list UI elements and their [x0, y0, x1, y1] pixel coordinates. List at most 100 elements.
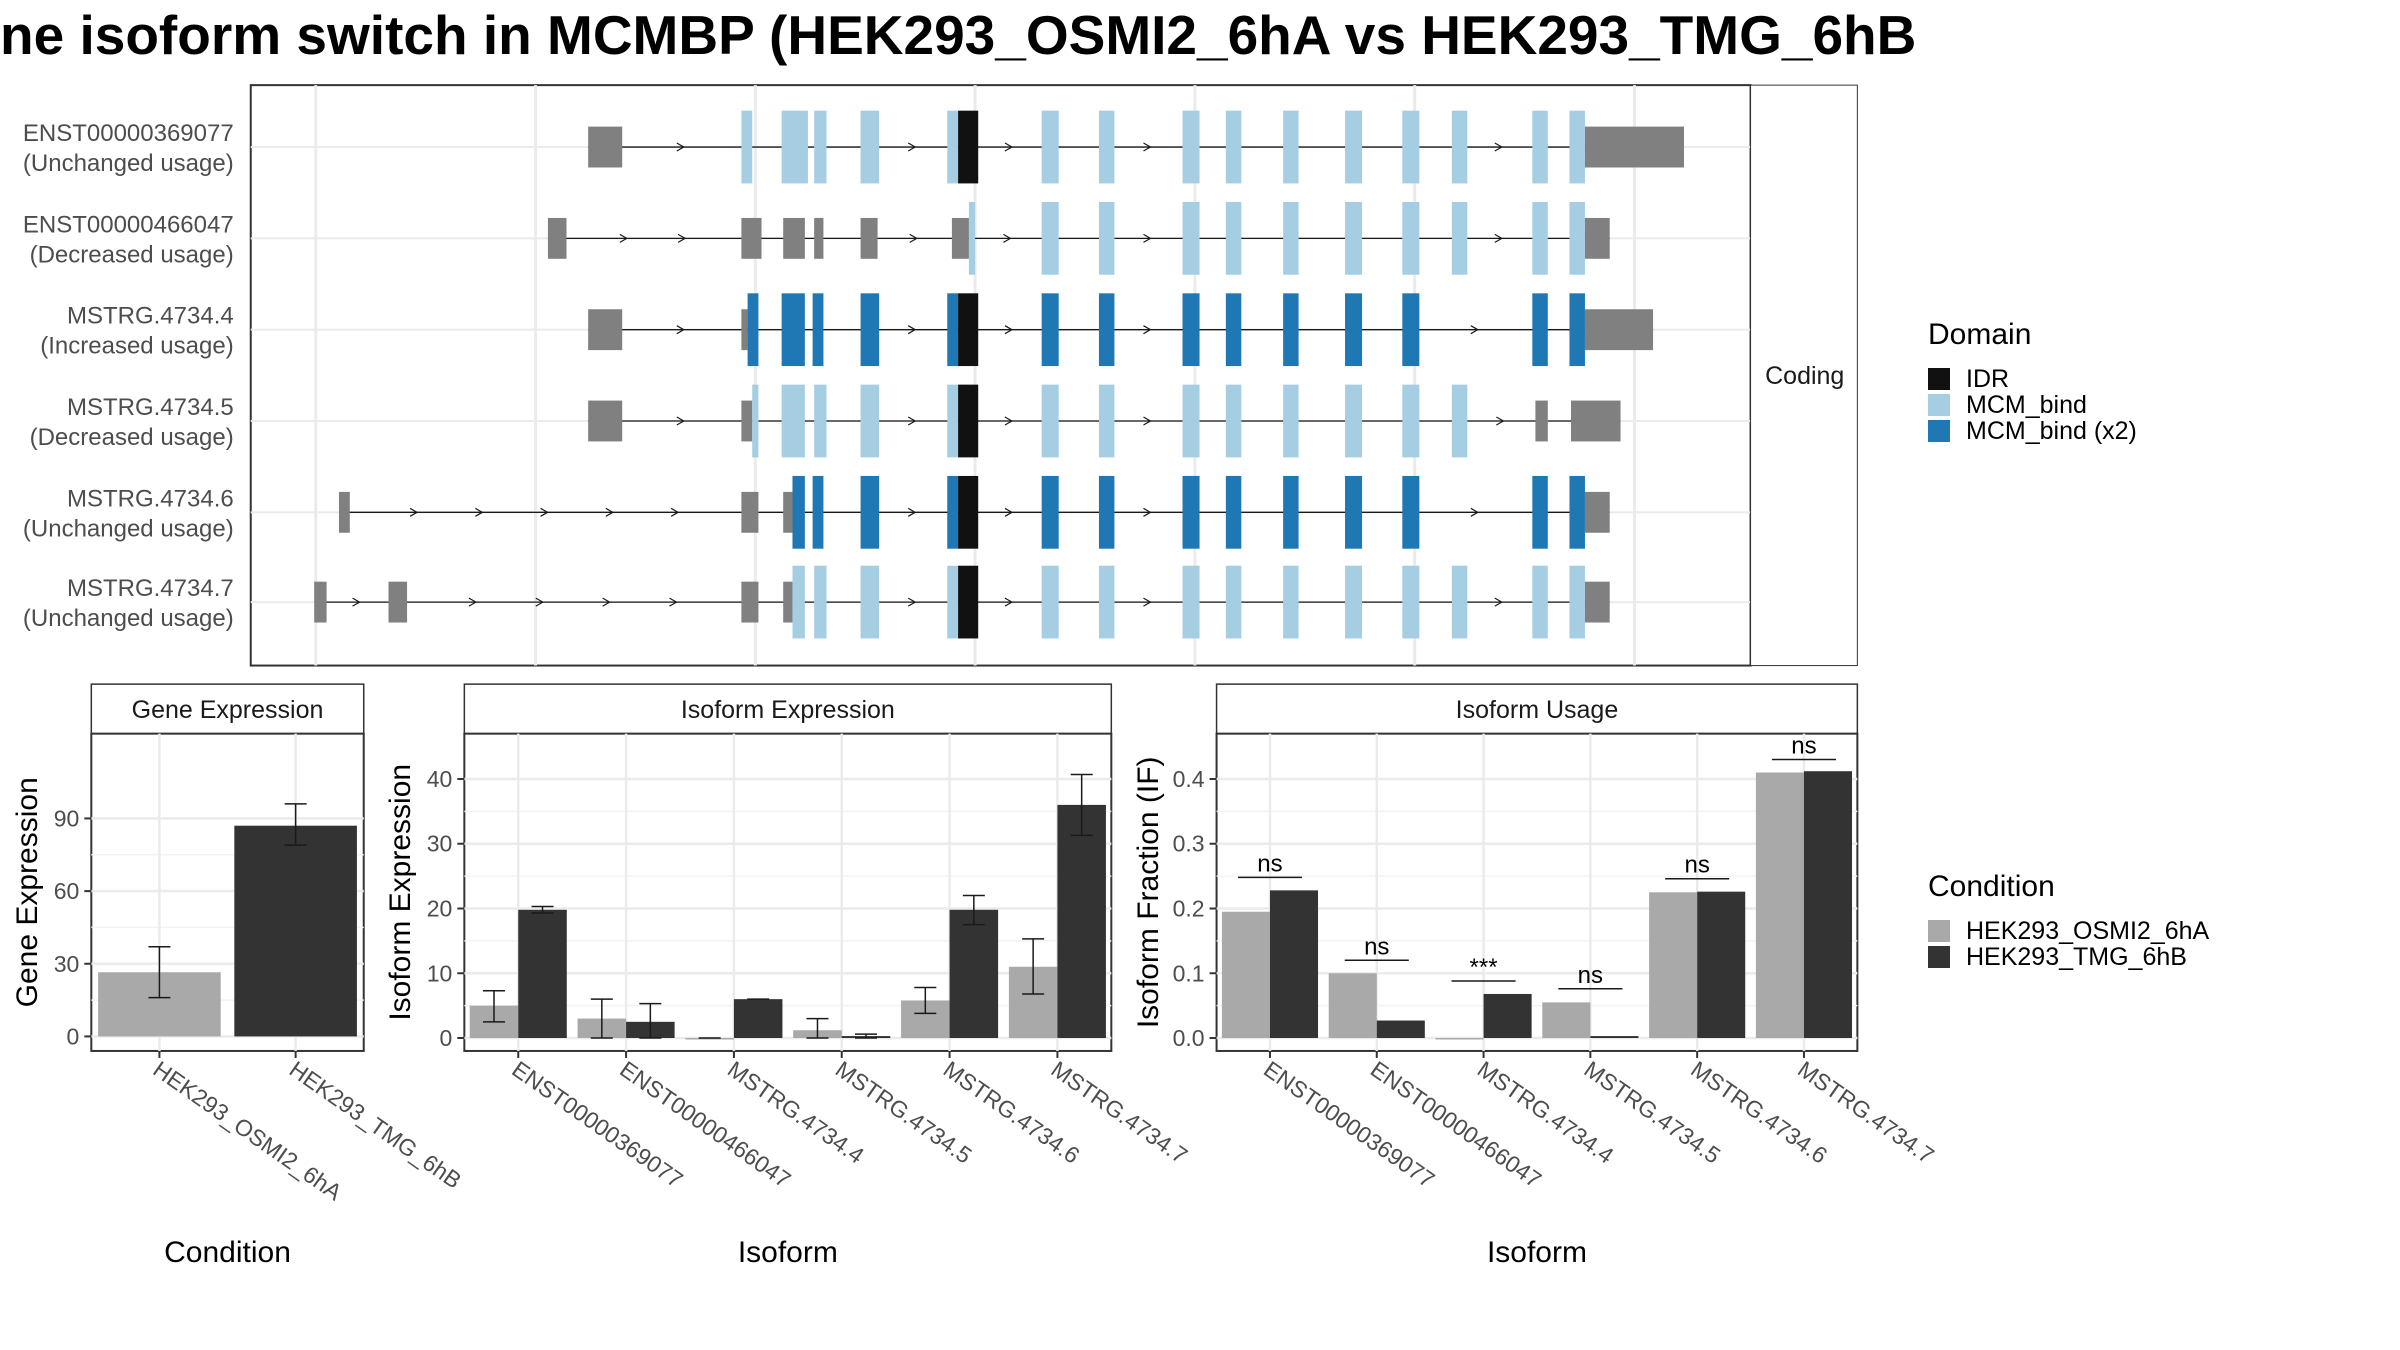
significance-label: ns	[1684, 852, 1709, 879]
x-axis-title: Isoform	[738, 1236, 838, 1269]
utr-exon	[741, 400, 753, 442]
transcript-id-label: ENST00000369077	[23, 120, 234, 147]
mcm-bind-domain	[1451, 201, 1468, 275]
y-tick-label: 0.4	[1173, 766, 1205, 792]
mcm-bind-domain	[741, 110, 753, 184]
strand-arrow	[1004, 597, 1014, 607]
mcm-bind-domain	[1182, 565, 1200, 639]
mcm-bind-domain	[1345, 201, 1363, 275]
mcm-bind-domain	[1225, 110, 1242, 184]
mcm-bind-domain	[1283, 384, 1299, 458]
mcm-bind-domain	[1451, 384, 1468, 458]
strand-arrow	[1143, 507, 1152, 517]
mcm-bind-domain	[814, 110, 827, 184]
domain-legend-title: Domain	[1928, 318, 2031, 351]
mcm-bind-domain	[1098, 565, 1115, 639]
mcm-bind-domain	[947, 384, 959, 458]
mcm-bind-domain	[947, 475, 959, 549]
idr-domain	[958, 384, 979, 458]
utr-exon	[741, 217, 762, 259]
transcript-usage-label: (Decreased usage)	[30, 241, 234, 268]
mcm-bind-domain	[947, 110, 959, 184]
utr-exon	[1584, 309, 1654, 351]
transcript-id-label: ENST00000466047	[23, 211, 234, 238]
mcm-bind-domain	[1041, 384, 1059, 458]
bar	[1649, 892, 1698, 1039]
mcm-bind-domain	[812, 293, 824, 367]
transcript-row: ENST00000369077 (Unchanged usage)	[23, 110, 1685, 184]
transcript-usage-label: (Unchanged usage)	[23, 605, 234, 632]
utr-exon	[1584, 126, 1685, 168]
strand-arrow	[1470, 325, 1480, 335]
mcm-bind-domain	[1182, 475, 1200, 549]
mcm-bind-domain	[1098, 110, 1115, 184]
mcm-bind-domain	[814, 384, 827, 458]
y-tick-label: 0.3	[1173, 831, 1205, 857]
bar	[234, 825, 357, 1037]
y-tick-label: 90	[54, 805, 80, 831]
utr-exon	[860, 217, 878, 259]
mcm-bind-domain	[1569, 110, 1585, 184]
significance-label: ns	[1578, 962, 1603, 989]
mcm-bind-domain	[1402, 201, 1420, 275]
facet-strip	[90, 683, 365, 735]
utr-exon	[1535, 400, 1548, 442]
strand-arrow	[352, 597, 361, 607]
mcm-bind-domain	[1345, 565, 1363, 639]
strand-arrow	[605, 507, 615, 517]
bar	[1435, 1038, 1484, 1040]
mcm-bind-domain	[1402, 293, 1420, 367]
strand-arrow	[676, 325, 686, 335]
mcm-bind-domain	[781, 110, 808, 184]
transcript-usage-label: (Decreased usage)	[30, 424, 234, 451]
x-axis-title: Condition	[164, 1236, 291, 1269]
mcm-bind-domain	[1402, 110, 1420, 184]
mcm-bind-domain	[1041, 475, 1059, 549]
significance-label: ***	[1470, 954, 1498, 981]
mcm-bind-domain	[814, 565, 827, 639]
mcm-bind-domain	[1345, 110, 1363, 184]
strand-arrow	[619, 233, 629, 243]
strand-arrow	[909, 233, 918, 243]
utr-exon	[783, 217, 805, 259]
strand-arrow	[676, 416, 686, 426]
mcm-bind-domain	[1225, 293, 1242, 367]
mcm-bind-domain	[1041, 293, 1059, 367]
mcm-bind-domain	[1182, 201, 1200, 275]
idr-domain	[958, 565, 979, 639]
mcm-bind-domain	[1225, 384, 1242, 458]
bar	[1590, 1036, 1639, 1039]
strand-arrow	[475, 507, 484, 517]
legend-label: MCM_bind	[1966, 391, 2087, 419]
mcm-bind-domain	[1041, 201, 1059, 275]
strand-arrow	[1143, 597, 1152, 607]
utr-exon	[338, 491, 350, 533]
mcm-bind-domain	[1569, 201, 1585, 275]
transcript-id-label: MSTRG.4734.5	[67, 394, 234, 421]
mcm-bind-domain	[747, 293, 759, 367]
mcm-bind-domain	[1225, 565, 1242, 639]
strand-arrow	[1496, 416, 1505, 426]
condition-legend-title: Condition	[1928, 870, 2055, 903]
mcm-bind-domain	[1182, 384, 1200, 458]
significance-label: ns	[1364, 933, 1389, 960]
utr-exon	[547, 217, 567, 259]
mcm-bind-domain	[1532, 565, 1548, 639]
mcm-bind-domain	[1569, 565, 1585, 639]
utr-exon	[951, 217, 969, 259]
y-tick-label: 0.2	[1173, 895, 1205, 921]
mcm-bind-domain	[1569, 293, 1585, 367]
strand-arrow	[1004, 325, 1014, 335]
bar	[1376, 1020, 1425, 1039]
plot-border	[249, 84, 1752, 667]
legend-key	[1928, 946, 1950, 968]
strand-arrow	[1143, 416, 1152, 426]
y-tick-label: 40	[427, 766, 453, 792]
strand-arrow	[1143, 142, 1152, 152]
legend-label: IDR	[1966, 365, 2009, 393]
utr-exon	[588, 309, 623, 351]
strand-arrow	[1004, 142, 1014, 152]
mcm-bind-domain	[1532, 201, 1548, 275]
